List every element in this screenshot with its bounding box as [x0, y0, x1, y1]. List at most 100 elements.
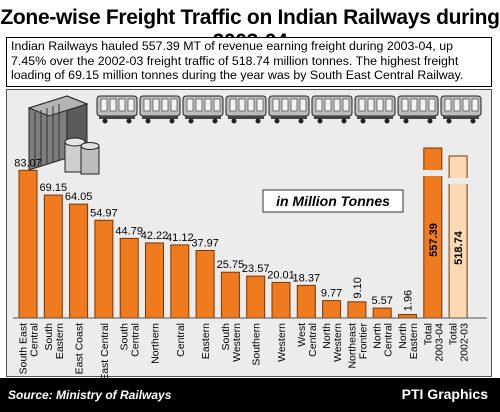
bar	[220, 271, 240, 319]
bar	[195, 249, 215, 319]
category-label-line: Western	[332, 323, 344, 362]
category-label-line: South	[220, 323, 232, 351]
category-label-line: North	[397, 323, 409, 349]
bar-break	[448, 178, 469, 184]
category-label-line: Central	[307, 323, 319, 357]
category-label: South Central	[119, 323, 142, 357]
category-label: East Coast	[74, 323, 86, 374]
bar	[145, 242, 164, 319]
category-label: North Western	[321, 323, 344, 362]
value-label: 41.12	[166, 232, 194, 244]
category-label: Total 2002-03	[448, 323, 471, 362]
value-label: 54.97	[90, 207, 118, 219]
category-label-line: West	[296, 323, 308, 347]
value-label: 9.10	[352, 277, 364, 298]
barrels-illustration	[64, 137, 100, 175]
wagon-icon	[268, 95, 310, 124]
category-label-line: Central	[175, 323, 187, 357]
bar	[347, 301, 367, 319]
value-label: 42.22	[141, 230, 169, 242]
train-illustration	[96, 95, 482, 124]
value-label: 69.15	[40, 182, 68, 194]
bar-break	[422, 170, 443, 176]
wagon-icon	[440, 95, 482, 124]
category-label: Northeast Frontier	[346, 323, 369, 369]
category-label: South Eastern	[43, 323, 66, 359]
value-label: 64.05	[65, 191, 93, 203]
bar	[398, 314, 417, 319]
category-label: Central	[175, 323, 187, 357]
bar	[119, 237, 139, 319]
value-label: 83.07	[14, 157, 42, 169]
bar	[296, 284, 316, 319]
wagon-icon	[311, 95, 353, 124]
category-label-line: East Coast	[74, 323, 86, 374]
category-label: Northern	[150, 323, 162, 364]
wagon-icon	[182, 95, 224, 124]
source-text: Source: Ministry of Railways	[8, 388, 172, 402]
value-label: 20.01	[267, 269, 295, 281]
bar	[246, 275, 266, 319]
bar	[94, 219, 114, 319]
bar	[271, 281, 291, 319]
category-label: Western	[276, 323, 288, 362]
category-label-line: Total	[448, 323, 460, 345]
category-label-line: South	[119, 323, 131, 351]
wagon-icon	[225, 95, 267, 124]
category-label: Total 2003-04	[422, 323, 445, 362]
category-label-line: North	[372, 323, 384, 349]
value-label: 518.74	[453, 230, 465, 265]
wagon-icon	[397, 95, 439, 124]
category-label-line: South	[43, 323, 55, 351]
value-label: 25.75	[217, 259, 245, 271]
category-label-line: North	[321, 323, 333, 349]
category-label-line: Western	[276, 323, 288, 362]
category-label-line: Eastern	[200, 323, 212, 359]
bar	[372, 307, 392, 319]
value-label: 557.39	[428, 223, 440, 257]
bar	[69, 203, 89, 319]
wagon-icon	[354, 95, 396, 124]
category-label-line: Central	[383, 323, 395, 357]
category-label: South Western	[220, 323, 243, 362]
container-illustration	[27, 95, 89, 171]
category-label-line: Northeast	[346, 323, 358, 369]
category-label: South East Central	[18, 323, 41, 374]
value-label: 18.37	[293, 272, 321, 284]
category-label-line: 2002-03	[459, 323, 471, 362]
category-label-line: Eastern	[54, 323, 66, 359]
category-label-line: Total	[422, 323, 434, 345]
unit-label-box: in Million Tonnes	[262, 189, 404, 213]
value-label: 1.96	[403, 290, 415, 311]
credit-text: PTI Graphics	[401, 386, 488, 402]
category-label: West Central	[296, 323, 319, 357]
unit-label: in Million Tonnes	[276, 193, 390, 209]
bar	[322, 300, 342, 319]
footer-bar	[0, 378, 500, 412]
category-label: North Eastern	[397, 323, 420, 359]
title-bar: Zone-wise Freight Traffic on Indian Rail…	[0, 0, 500, 53]
category-label-line: South East	[18, 323, 30, 374]
category-label: Southern	[251, 323, 263, 366]
category-label-line: Frontier	[357, 323, 369, 360]
wagon-icon	[139, 95, 181, 124]
value-label: 37.97	[191, 237, 219, 249]
bar	[43, 194, 63, 319]
category-label-line: Northern	[150, 323, 162, 364]
bars-group	[13, 147, 487, 319]
value-label: 44.79	[115, 225, 143, 237]
category-label-line: Central	[130, 323, 142, 357]
category-label-line: Western	[231, 323, 243, 362]
category-label-line: East Central	[99, 323, 111, 378]
value-label: 5.57	[371, 295, 392, 307]
category-labels-group: South East Central South Eastern East Coast E…	[18, 323, 471, 378]
bar	[18, 169, 38, 319]
category-label-line: Eastern	[408, 323, 420, 359]
category-label-line: Southern	[251, 323, 263, 366]
value-label: 9.77	[321, 288, 342, 300]
description-box: Indian Railways hauled 557.39 MT of reve…	[6, 37, 492, 87]
bar	[170, 244, 190, 319]
